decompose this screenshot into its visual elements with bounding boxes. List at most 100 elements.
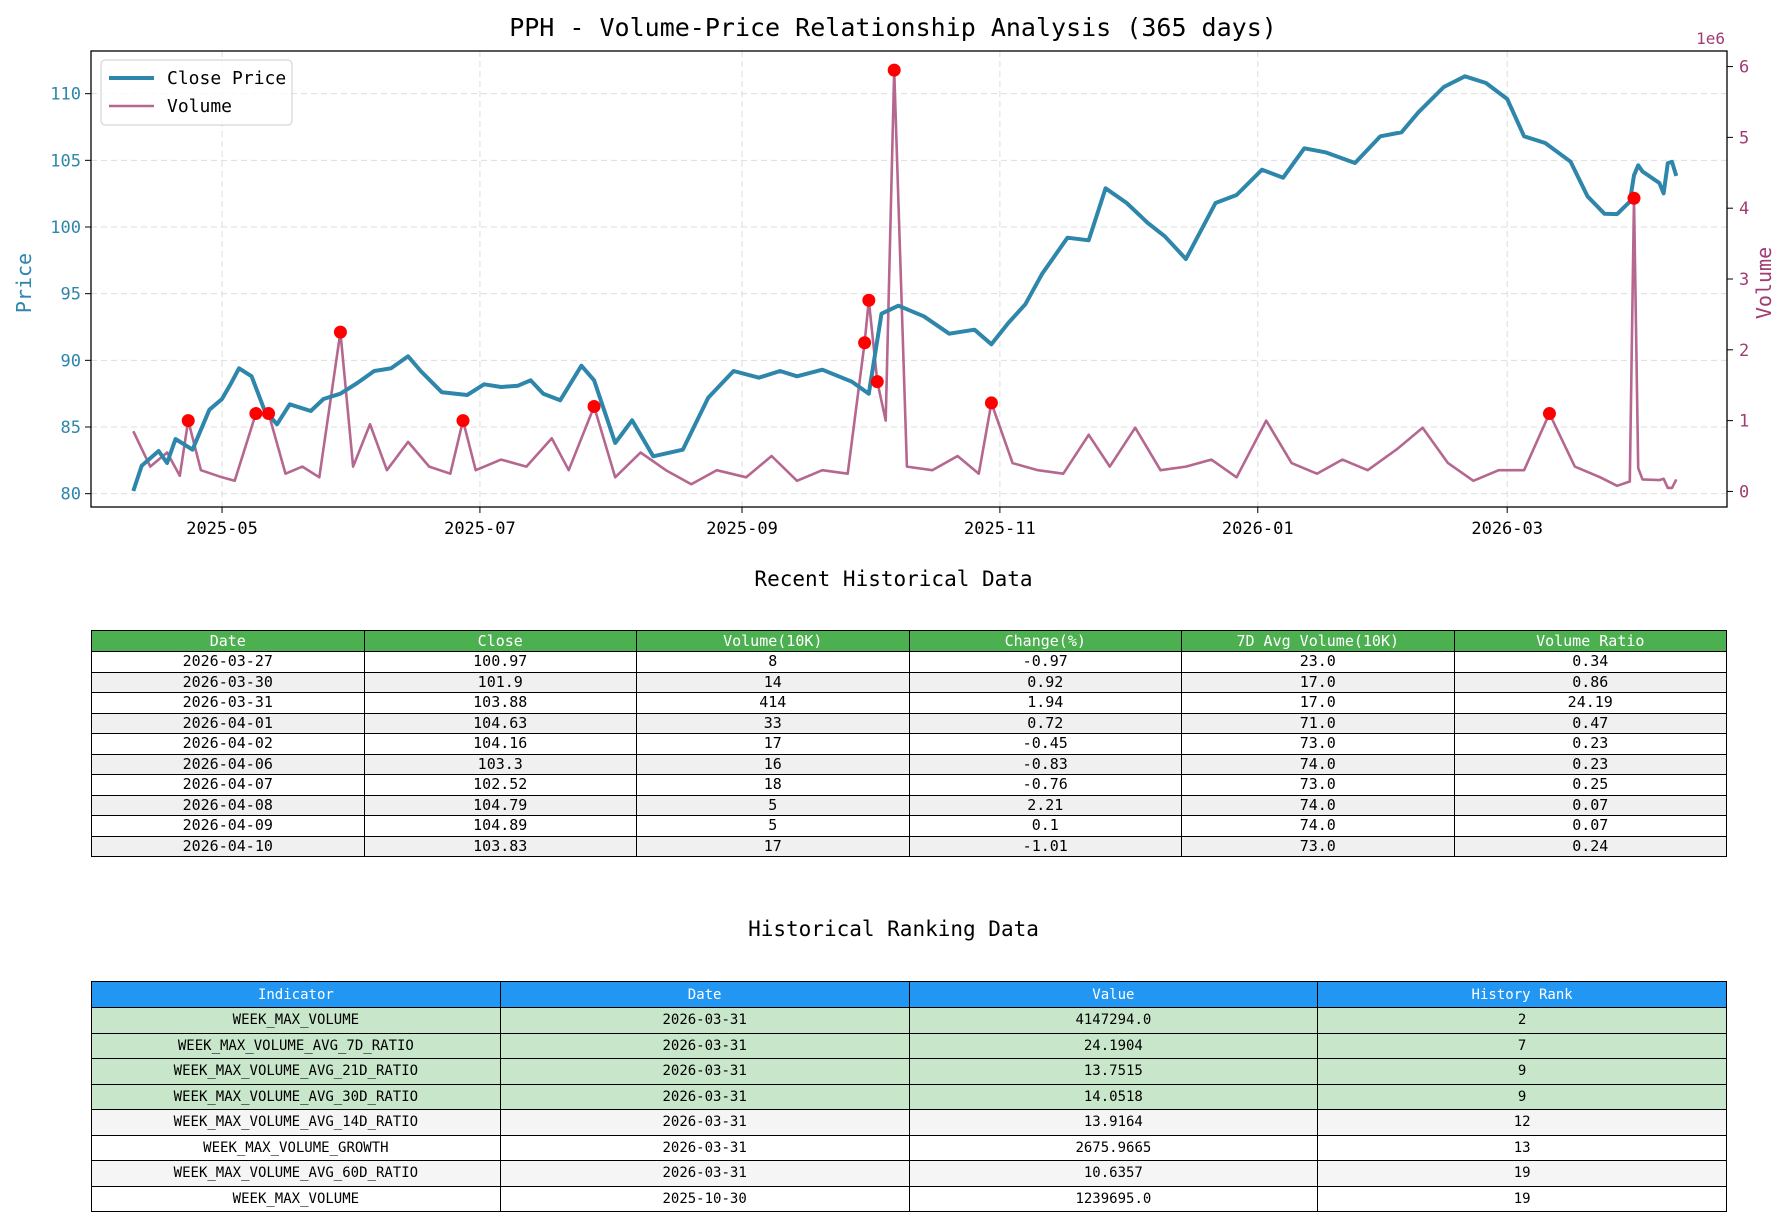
ranking-table-cell: WEEK_MAX_VOLUME_AVG_21D_RATIO	[91, 1058, 501, 1085]
ranking-table-cell: 2025-10-30	[499, 1185, 910, 1212]
recent-table-cell: 17.0	[1181, 671, 1455, 693]
table-row: 2026-04-08 104.79 5 2.21 74.0 0.07	[91, 794, 1727, 816]
table-row: 2026-04-10 103.83 17 -1.01 73.0 0.24	[91, 835, 1727, 857]
ranking-table-cell: 13	[1317, 1134, 1727, 1161]
legend-volume-label: Volume	[167, 96, 232, 117]
ranking-table-cell: WEEK_MAX_VOLUME	[91, 1185, 501, 1212]
recent-table-cell: 2026-04-01	[91, 712, 365, 734]
recent-table-cell: 0.25	[1453, 774, 1727, 796]
recent-table-cell: 104.63	[363, 712, 637, 734]
ranking-table-cell: 2026-03-31	[499, 1032, 910, 1059]
volume-spike-point	[456, 414, 470, 428]
volume-spike-point	[1627, 191, 1641, 205]
recent-table-cell: 17	[636, 733, 910, 755]
volume-spike-point	[1542, 407, 1556, 421]
y-tick-label: 80	[61, 485, 81, 505]
ranking-table-cell: WEEK_MAX_VOLUME_AVG_60D_RATIO	[91, 1160, 501, 1187]
recent-table-header-cell: Change(%)	[908, 630, 1182, 652]
ranking-data-table: Indicator Date Value History Rank WEEK_MAX_…	[91, 981, 1727, 1212]
x-tick-label: 2025-09	[706, 519, 778, 539]
recent-table-cell: 74.0	[1181, 815, 1455, 837]
recent-table-cell: 102.52	[363, 774, 637, 796]
series-layer	[131, 63, 1679, 492]
recent-table-cell: 33	[636, 712, 910, 734]
ranking-table-cell: 24.1904	[908, 1032, 1319, 1059]
grid-lines	[91, 51, 1727, 507]
ranking-table-cell: 19	[1317, 1160, 1727, 1187]
volume-spike-point	[858, 336, 872, 350]
recent-data-title: Recent Historical Data	[754, 567, 1033, 591]
recent-table-cell: 0.07	[1453, 794, 1727, 816]
y2-tick-label: 5	[1739, 128, 1749, 148]
recent-table-cell: 17.0	[1181, 692, 1455, 714]
table-row: WEEK_MAX_VOLUME_AVG_7D_RATIO 2026-03-31 24…	[91, 1032, 1727, 1059]
recent-table-cell: -0.45	[908, 733, 1182, 755]
recent-table-header-cell: 7D Avg Volume(10K)	[1181, 630, 1455, 652]
recent-table-cell: 0.23	[1453, 753, 1727, 775]
recent-table-header-cell: Close	[363, 630, 637, 652]
recent-table-cell: 16	[636, 753, 910, 775]
recent-table-cell: 2026-04-06	[91, 753, 365, 775]
table-row: 2026-03-30 101.9 14 0.92 17.0 0.86	[91, 671, 1727, 693]
recent-table-cell: 74.0	[1181, 753, 1455, 775]
recent-table-cell: 0.1	[908, 815, 1182, 837]
recent-table-cell: 0.92	[908, 671, 1182, 693]
ranking-table-cell: 9	[1317, 1058, 1727, 1085]
ranking-table-cell: WEEK_MAX_VOLUME	[91, 1007, 501, 1034]
y2-axis-label: Volume	[1752, 247, 1776, 319]
x-tick-label: 2025-11	[964, 519, 1036, 539]
close-price-series-line	[131, 74, 1679, 492]
y2-tick-label: 0	[1739, 482, 1749, 502]
ranking-table-cell: WEEK_MAX_VOLUME_AVG_7D_RATIO	[91, 1032, 501, 1059]
recent-table-header-cell: Date	[91, 630, 365, 652]
ranking-table-cell: 4147294.0	[908, 1007, 1319, 1034]
ranking-table-cell: 10.6357	[908, 1160, 1319, 1187]
recent-table-header: Date Close Volume(10K) Change(%) 7D Avg Volu…	[91, 630, 1727, 652]
recent-table-cell: 73.0	[1181, 774, 1455, 796]
y2-tick-label: 4	[1739, 199, 1749, 219]
recent-table-cell: 104.89	[363, 815, 637, 837]
recent-table-cell: 1.94	[908, 692, 1182, 714]
ranking-table-cell: 7	[1317, 1032, 1727, 1059]
table-row: WEEK_MAX_VOLUME_AVG_21D_RATIO 2026-03-31 1…	[91, 1058, 1727, 1085]
recent-table-header-cell: Volume(10K)	[636, 630, 910, 652]
table-row: 2026-04-07 102.52 18 -0.76 73.0 0.25	[91, 774, 1727, 796]
y-tick-label: 95	[61, 285, 81, 305]
recent-table-cell: 103.83	[363, 835, 637, 857]
recent-table-cell: 2026-04-10	[91, 835, 365, 857]
ranking-table-cell: WEEK_MAX_VOLUME_AVG_30D_RATIO	[91, 1083, 501, 1110]
recent-table-cell: 5	[636, 815, 910, 837]
ranking-table-cell: 2026-03-31	[499, 1058, 910, 1085]
legend-price-label: Close Price	[167, 68, 286, 89]
table-row: 2026-03-31 103.88 414 1.94 17.0 24.19	[91, 692, 1727, 714]
recent-table-cell: 2026-04-08	[91, 794, 365, 816]
recent-table-cell: 103.3	[363, 753, 637, 775]
ranking-table-cell: 2026-03-31	[499, 1134, 910, 1161]
chart-title: PPH - Volume-Price Relationship Analysis…	[509, 13, 1277, 42]
y2-tick-label: 1	[1739, 412, 1749, 432]
ranking-table-cell: WEEK_MAX_VOLUME_GROWTH	[91, 1134, 501, 1161]
ranking-table-cell: 12	[1317, 1109, 1727, 1136]
table-row: WEEK_MAX_VOLUME 2026-03-31 4147294.0 2	[91, 1007, 1727, 1034]
table-row: WEEK_MAX_VOLUME_AVG_60D_RATIO 2026-03-31 1…	[91, 1160, 1727, 1187]
recent-table-cell: 0.24	[1453, 835, 1727, 857]
recent-table-cell: -0.76	[908, 774, 1182, 796]
ranking-table-cell: 14.0518	[908, 1083, 1319, 1110]
ranking-table-cell: 2	[1317, 1007, 1727, 1034]
recent-table-cell: 18	[636, 774, 910, 796]
ranking-table-header-cell: History Rank	[1317, 981, 1727, 1008]
volume-spike-point	[262, 407, 276, 421]
recent-table-cell: 103.88	[363, 692, 637, 714]
ranking-table-cell: 13.7515	[908, 1058, 1319, 1085]
volume-spike-point	[887, 63, 901, 77]
recent-table-cell: 100.97	[363, 651, 637, 673]
volume-series-line	[132, 68, 1678, 490]
recent-data-table: Date Close Volume(10K) Change(%) 7D Avg Volu…	[91, 630, 1727, 857]
y2-offset-label: 1e6	[1696, 29, 1725, 48]
recent-table-cell: 0.47	[1453, 712, 1727, 734]
recent-table-cell: 414	[636, 692, 910, 714]
recent-table-cell: 104.79	[363, 794, 637, 816]
recent-table-cell: 24.19	[1453, 692, 1727, 714]
ranking-table-cell: 1239695.0	[908, 1185, 1319, 1212]
recent-table-cell: 14	[636, 671, 910, 693]
